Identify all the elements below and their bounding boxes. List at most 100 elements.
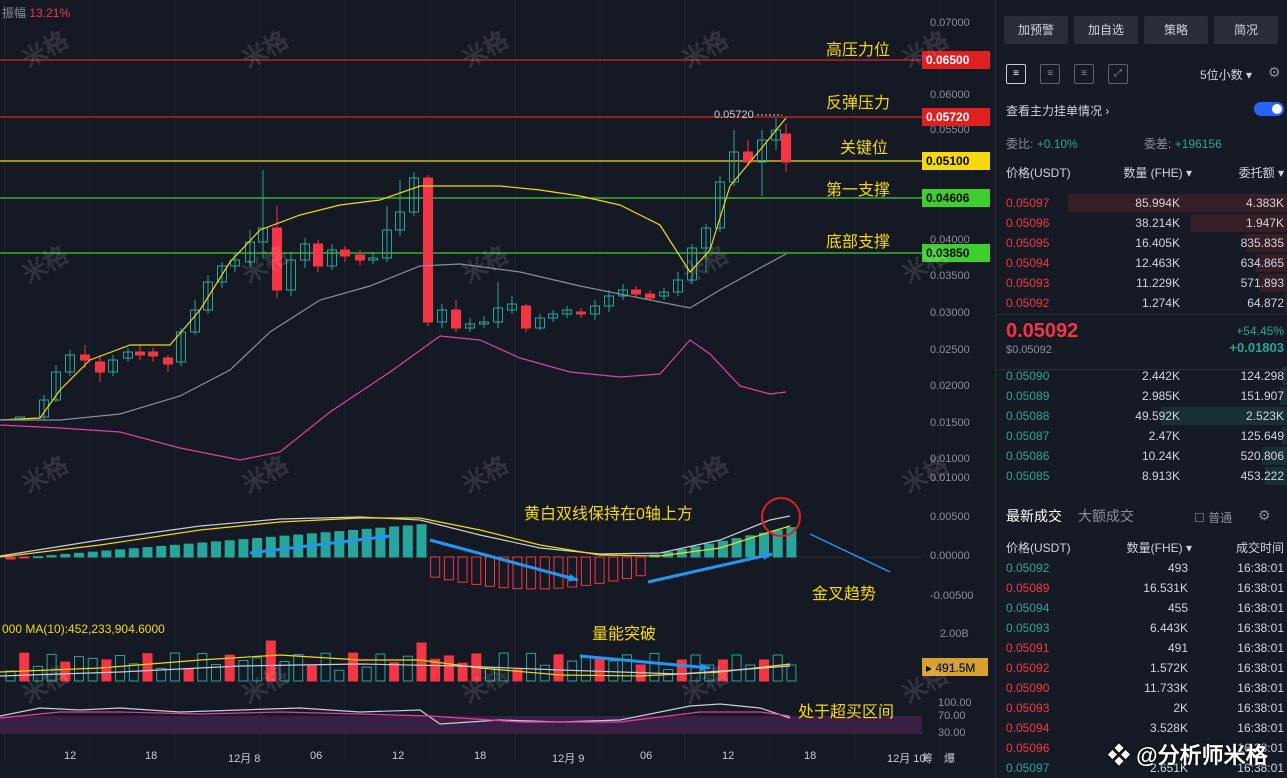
expand-icon[interactable]: ⤢ [1108, 64, 1128, 84]
ask-row[interactable]: 0.05095 16.405K 835.835 [996, 233, 1287, 253]
macd-bar [635, 556, 646, 577]
bid-row[interactable]: 0.05086 10.24K 520.806 [996, 446, 1287, 466]
candle-body [743, 151, 753, 163]
volume-bar [772, 654, 783, 682]
candle-body [409, 177, 419, 213]
trend-arrow-1-head [380, 533, 390, 541]
macd-bar [279, 535, 290, 558]
gear-icon[interactable]: ⚙ [1268, 64, 1281, 80]
ask-row[interactable]: 0.05097 85.994K 4.383K [996, 193, 1287, 213]
trade-time: 16:38:01 [1237, 621, 1284, 635]
trade-price: 0.05093 [1006, 621, 1050, 635]
volume-bar [375, 653, 386, 682]
bid-row[interactable]: 0.05090 2.442K 124.298 [996, 366, 1287, 386]
rsi-line-2 [0, 711, 791, 723]
mainforce-toggle[interactable] [1254, 102, 1284, 116]
candle-body [39, 399, 49, 418]
alert-button[interactable]: 加预警 [1004, 16, 1068, 44]
summary-button[interactable]: 简况 [1214, 16, 1278, 44]
orderbook-asks-icon[interactable]: ≡ [1074, 64, 1094, 84]
trade-price: 0.05092 [1006, 561, 1050, 575]
mainforce-link[interactable]: 查看主力挂单情况 › [1006, 104, 1110, 118]
level-annotation: 底部支撑 [826, 234, 891, 251]
candle-body [368, 257, 378, 261]
macd-bar [334, 531, 345, 558]
order-quantity: 16.405K [1135, 236, 1180, 250]
candle-body [123, 351, 133, 359]
level-annotation: 关键位 [840, 140, 889, 157]
orderbook-panel: 加预警 加自选 策略 简况 ≡ ≡ ≡ ⤢ 5位小数 ▾ ⚙ 查看主力挂单情况 … [995, 0, 1287, 778]
trade-row: 0.05090 11.733K 16:38:01 [996, 678, 1287, 698]
macd-bar [19, 556, 30, 559]
order-amount: 64.872 [1247, 296, 1284, 310]
order-price: 0.05095 [1006, 236, 1050, 250]
strategy-button[interactable]: 策略 [1144, 16, 1208, 44]
volume-bar [252, 657, 263, 682]
macd-bar [786, 527, 797, 558]
time-axis-tab: 爆 [944, 753, 955, 765]
volume-bar [498, 652, 509, 682]
level-price-label: 0.04606 [922, 189, 990, 207]
candle-body [65, 354, 75, 373]
volume-bar [156, 667, 167, 682]
settings-icon[interactable]: ⚙ [1258, 507, 1271, 523]
order-amount: 571.893 [1240, 276, 1284, 290]
order-price: 0.05092 [1006, 296, 1050, 310]
price-axis-label: 0.02500 [930, 344, 970, 356]
ordinary-checkbox[interactable]: ☐ 普通 [1194, 511, 1233, 525]
volume-bar [238, 659, 249, 682]
trade-quantity: 2.651K [1149, 761, 1188, 775]
volume-bar [334, 669, 345, 682]
orderbook-both-icon[interactable]: ≡ [1006, 64, 1026, 84]
trade-time: 16:38:01 [1237, 581, 1284, 595]
chart-area[interactable]: 振幅 13.21% 000 MA(10):452,233,904.6000 0.… [0, 0, 995, 778]
candle-body [258, 227, 268, 243]
level-price-label: 0.05720 [922, 108, 990, 126]
trade-time: 16:38:01 [1237, 561, 1284, 575]
tab-large-trades[interactable]: 大额成交 [1077, 508, 1134, 524]
macd-bar [416, 524, 427, 558]
bid-row[interactable]: 0.05089 2.985K 151.907 [996, 386, 1287, 406]
orderbook-bids-icon[interactable]: ≡ [1040, 64, 1060, 84]
volume-bar [183, 668, 194, 682]
change-percent: +54.45% [1236, 324, 1284, 338]
macd-bar [211, 541, 221, 558]
macd-bar [60, 553, 71, 558]
macd-bar [224, 540, 235, 558]
trade-price: 0.05091 [1006, 641, 1050, 655]
trade-quantity: 11.733K [1144, 681, 1188, 695]
decimal-select[interactable]: 5位小数 ▾ [1200, 68, 1253, 82]
qty-header[interactable]: 数量 (FHE) ▾ [1123, 166, 1192, 180]
trade-row: 0.05097 2.651K 16:38:01 [996, 758, 1287, 778]
candle-body [245, 241, 255, 263]
order-ratio: 委比: +0.10% [1006, 137, 1078, 151]
volume-arrow [579, 654, 711, 670]
ask-row[interactable]: 0.05096 38.214K 1.947K [996, 213, 1287, 233]
amount-header[interactable]: 委托额 ▾ [1238, 166, 1284, 180]
macd-bar [717, 540, 728, 558]
candle-body [535, 317, 545, 329]
macd-bar [526, 556, 537, 590]
add-favorite-button[interactable]: 加自选 [1074, 16, 1138, 44]
bid-row[interactable]: 0.05085 8.913K 453.222 [996, 466, 1287, 486]
ask-row[interactable]: 0.05093 11.229K 571.893 [996, 273, 1287, 293]
ask-row[interactable]: 0.05092 1.274K 64.872 [996, 293, 1287, 313]
trade-qty-header[interactable]: 数量(FHE) ▾ [1126, 541, 1192, 555]
tab-latest-trades[interactable]: 最新成交 [1006, 508, 1062, 524]
time-axis-label: 12 [392, 750, 405, 762]
volume-bar [361, 666, 372, 682]
candle-body [562, 309, 572, 315]
ask-row[interactable]: 0.05094 12.463K 634.865 [996, 253, 1287, 273]
candle-body [659, 291, 669, 297]
trade-time: 16:38:01 [1237, 641, 1284, 655]
bid-row[interactable]: 0.05087 2.47K 125.649 [996, 426, 1287, 446]
rsi-annotation: 处于超买区间 [798, 704, 895, 721]
bid-row[interactable]: 0.05088 49.592K 2.523K [996, 406, 1287, 426]
volume-bar [402, 655, 413, 682]
rsi-axis-label: 30.00 [938, 727, 966, 739]
candlestick-chart[interactable] [0, 0, 995, 778]
price-axis-label: 0.06000 [930, 89, 970, 101]
volume-bar [430, 658, 441, 682]
order-amount: 634.865 [1240, 256, 1284, 270]
volume-bar [32, 665, 43, 682]
